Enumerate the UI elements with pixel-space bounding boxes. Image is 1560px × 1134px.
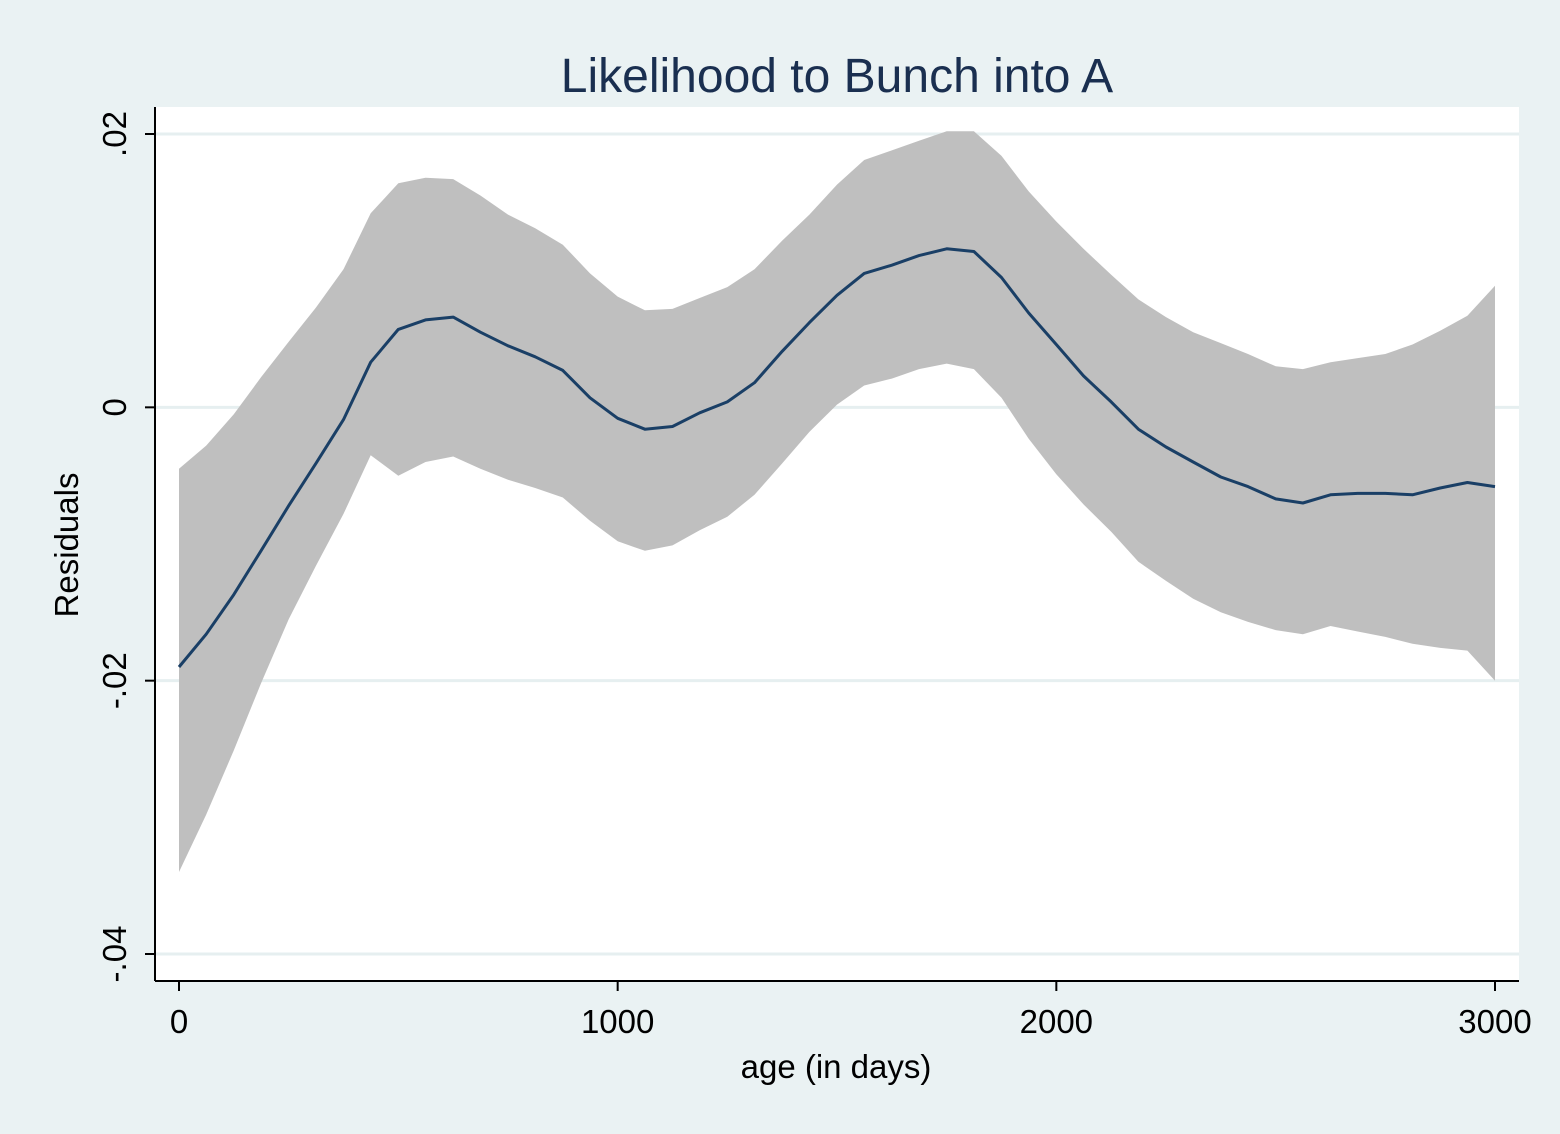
confidence-band-layer bbox=[179, 131, 1495, 873]
y-tick-label: -.02 bbox=[96, 652, 133, 709]
x-tick-label: 1000 bbox=[581, 1003, 654, 1040]
y-tick-label: 0 bbox=[96, 398, 133, 416]
y-tick-label: .02 bbox=[96, 111, 133, 157]
y-axis-title: Residuals bbox=[48, 473, 85, 618]
axes: -.04 -.02 0 .02 0 1000 2000 3000 bbox=[96, 107, 1532, 1040]
x-tick-label: 3000 bbox=[1458, 1003, 1531, 1040]
x-tick-label: 2000 bbox=[1020, 1003, 1093, 1040]
x-axis-title: age (in days) bbox=[741, 1048, 932, 1085]
confidence-band bbox=[179, 131, 1495, 873]
x-tick-label: 0 bbox=[170, 1003, 188, 1040]
chart-title: Likelihood to Bunch into A bbox=[561, 50, 1113, 103]
series-line bbox=[177, 247, 1496, 668]
y-tick-label: -.04 bbox=[96, 926, 133, 983]
line-layer bbox=[177, 247, 1496, 668]
